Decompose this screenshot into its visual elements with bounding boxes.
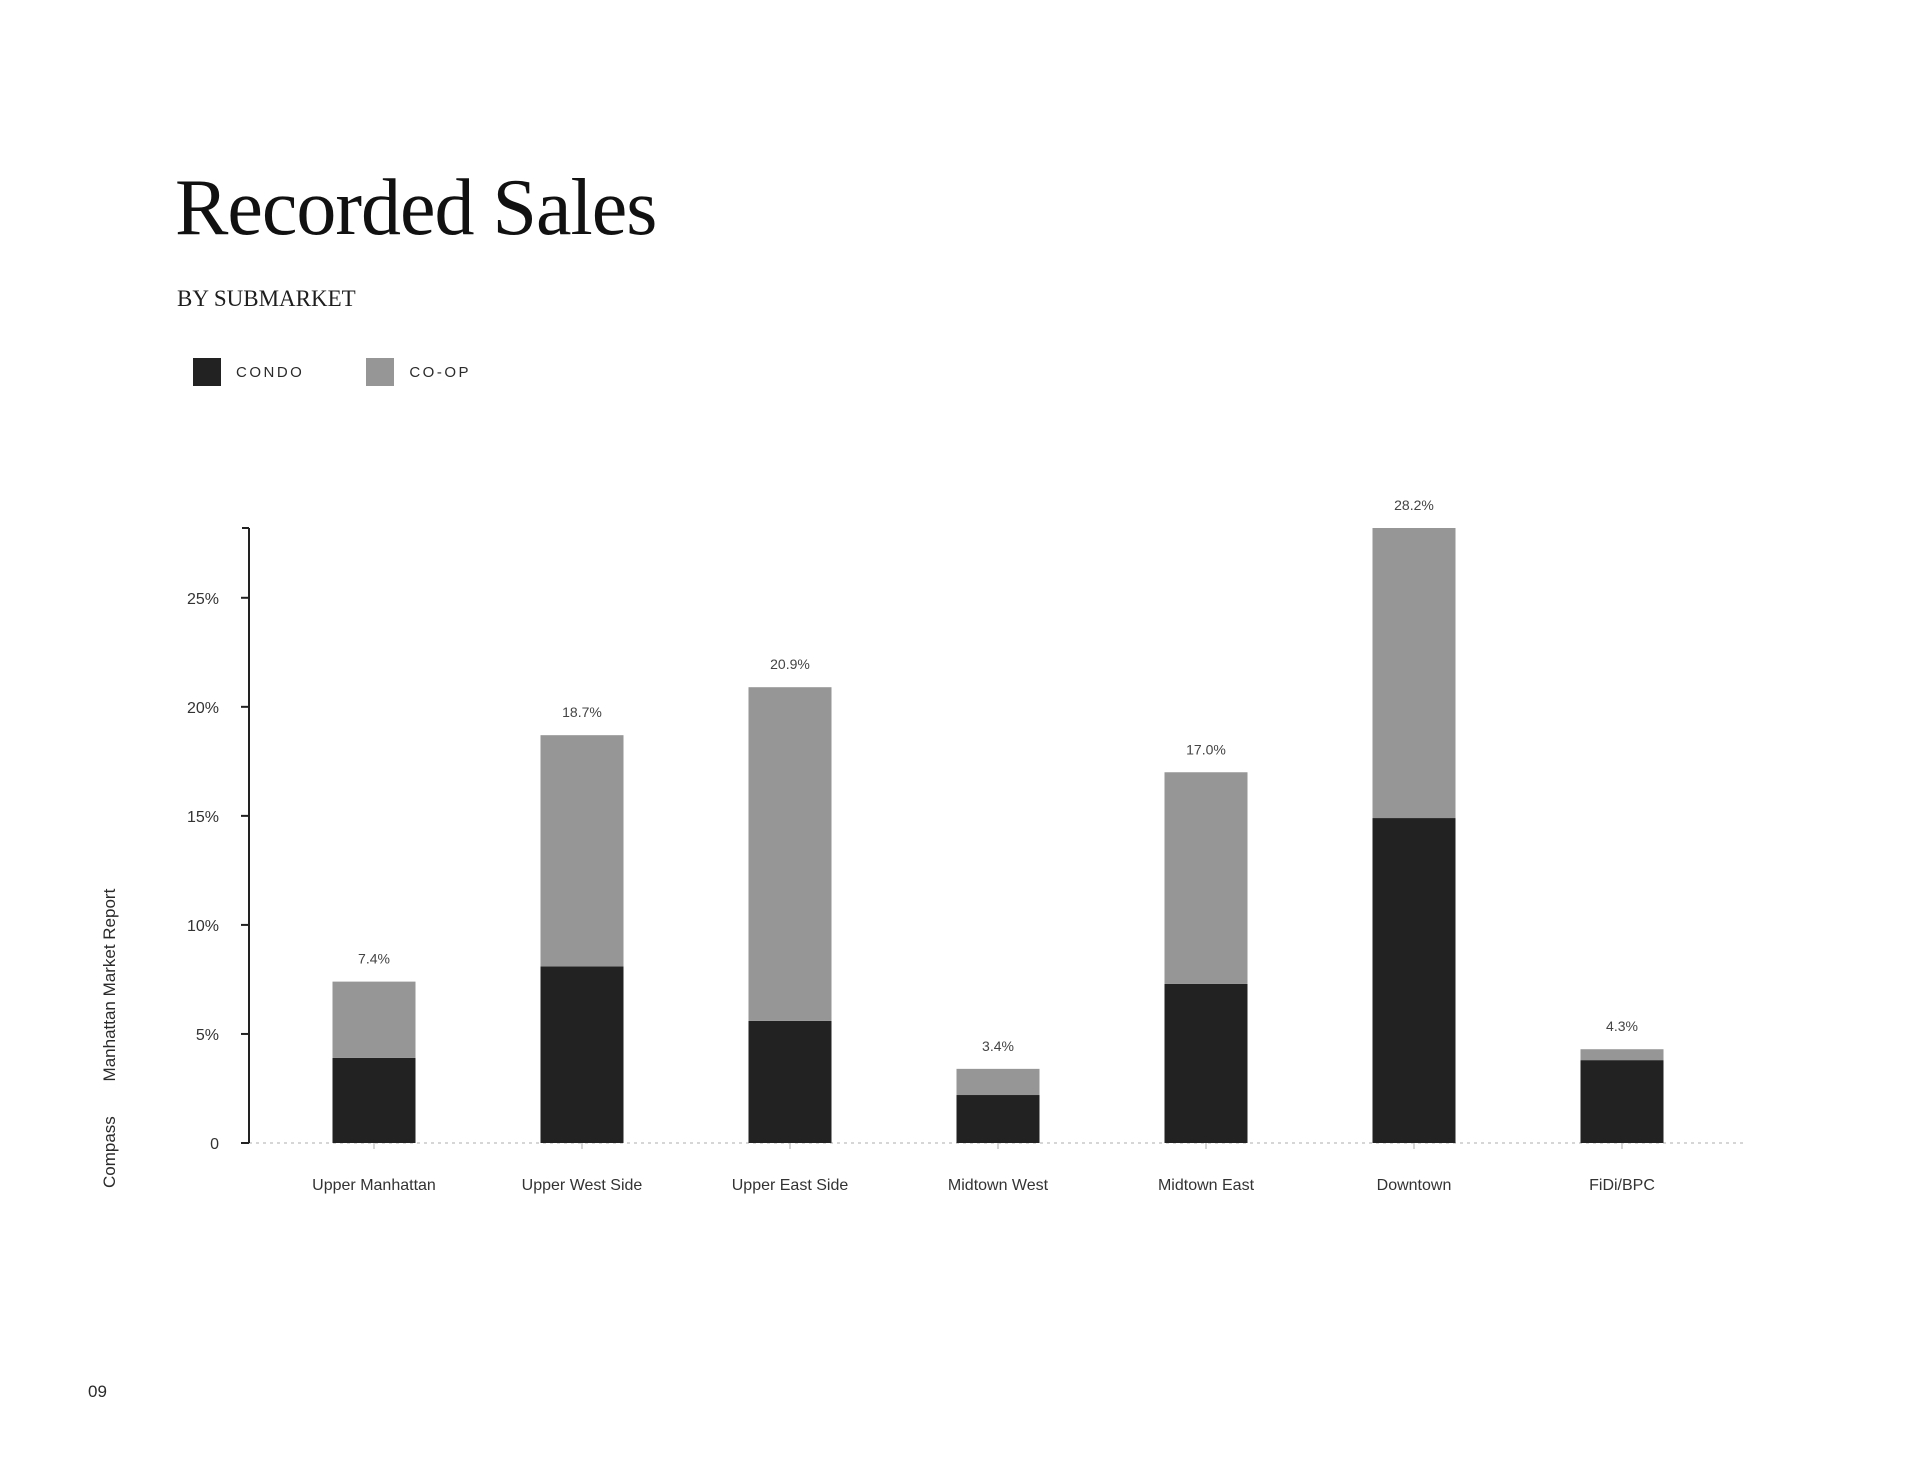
bar-condo — [748, 1020, 832, 1143]
y-tick-label: 0 — [210, 1136, 219, 1153]
bar-condo — [956, 1095, 1040, 1143]
chart-legend: CONDO CO-OP — [193, 358, 533, 386]
bar-co-op — [332, 981, 416, 1058]
page-subtitle: BY SUBMARKET — [177, 286, 356, 311]
y-tick-label: 5% — [196, 1027, 219, 1044]
bar-condo — [1164, 983, 1248, 1143]
legend-swatch-coop — [366, 358, 395, 386]
bar-total-label: 4.3% — [1606, 1018, 1638, 1034]
bar-total-label: 3.4% — [982, 1038, 1014, 1054]
page-title: Recorded Sales — [175, 164, 657, 252]
report-name: Manhattan Market Report — [100, 888, 119, 1082]
bar-co-op — [1164, 772, 1248, 984]
y-tick-label: 20% — [187, 700, 219, 717]
legend-item-condo: CONDO — [193, 358, 304, 386]
bar-total-label: 17.0% — [1186, 741, 1226, 757]
y-tick-label: 15% — [187, 809, 219, 826]
bar-total-label: 7.4% — [358, 951, 390, 967]
category-label: Upper Manhattan — [312, 1177, 436, 1194]
brand-name: Compass — [100, 1116, 119, 1188]
y-tick-label: 10% — [187, 918, 219, 935]
bar-total-label: 20.9% — [770, 656, 810, 672]
bar-co-op — [540, 735, 624, 967]
legend-swatch-condo — [193, 358, 221, 386]
category-label: Midtown West — [948, 1177, 1049, 1194]
bar-total-label: 18.7% — [562, 704, 602, 720]
category-label: Midtown East — [1158, 1177, 1255, 1194]
bar-condo — [540, 966, 624, 1143]
category-label: Upper West Side — [522, 1177, 643, 1194]
page-number: 09 — [88, 1382, 107, 1401]
bar-total-label: 28.2% — [1394, 497, 1434, 513]
category-label: Upper East Side — [732, 1177, 849, 1194]
side-running-header: Compass Manhattan Market Report — [100, 889, 120, 1188]
bar-co-op — [1580, 1049, 1664, 1061]
category-label: FiDi/BPC — [1589, 1177, 1655, 1194]
legend-item-coop: CO-OP — [366, 358, 471, 386]
y-tick-label: 25% — [187, 591, 219, 608]
bar-condo — [1372, 818, 1456, 1143]
bar-condo — [332, 1057, 416, 1143]
legend-label-coop: CO-OP — [409, 363, 472, 381]
category-label: Downtown — [1377, 1177, 1452, 1194]
bar-co-op — [748, 687, 832, 1021]
legend-label-condo: CONDO — [236, 363, 305, 381]
bar-co-op — [956, 1068, 1040, 1096]
bar-co-op — [1372, 528, 1456, 819]
bar-condo — [1580, 1060, 1664, 1143]
